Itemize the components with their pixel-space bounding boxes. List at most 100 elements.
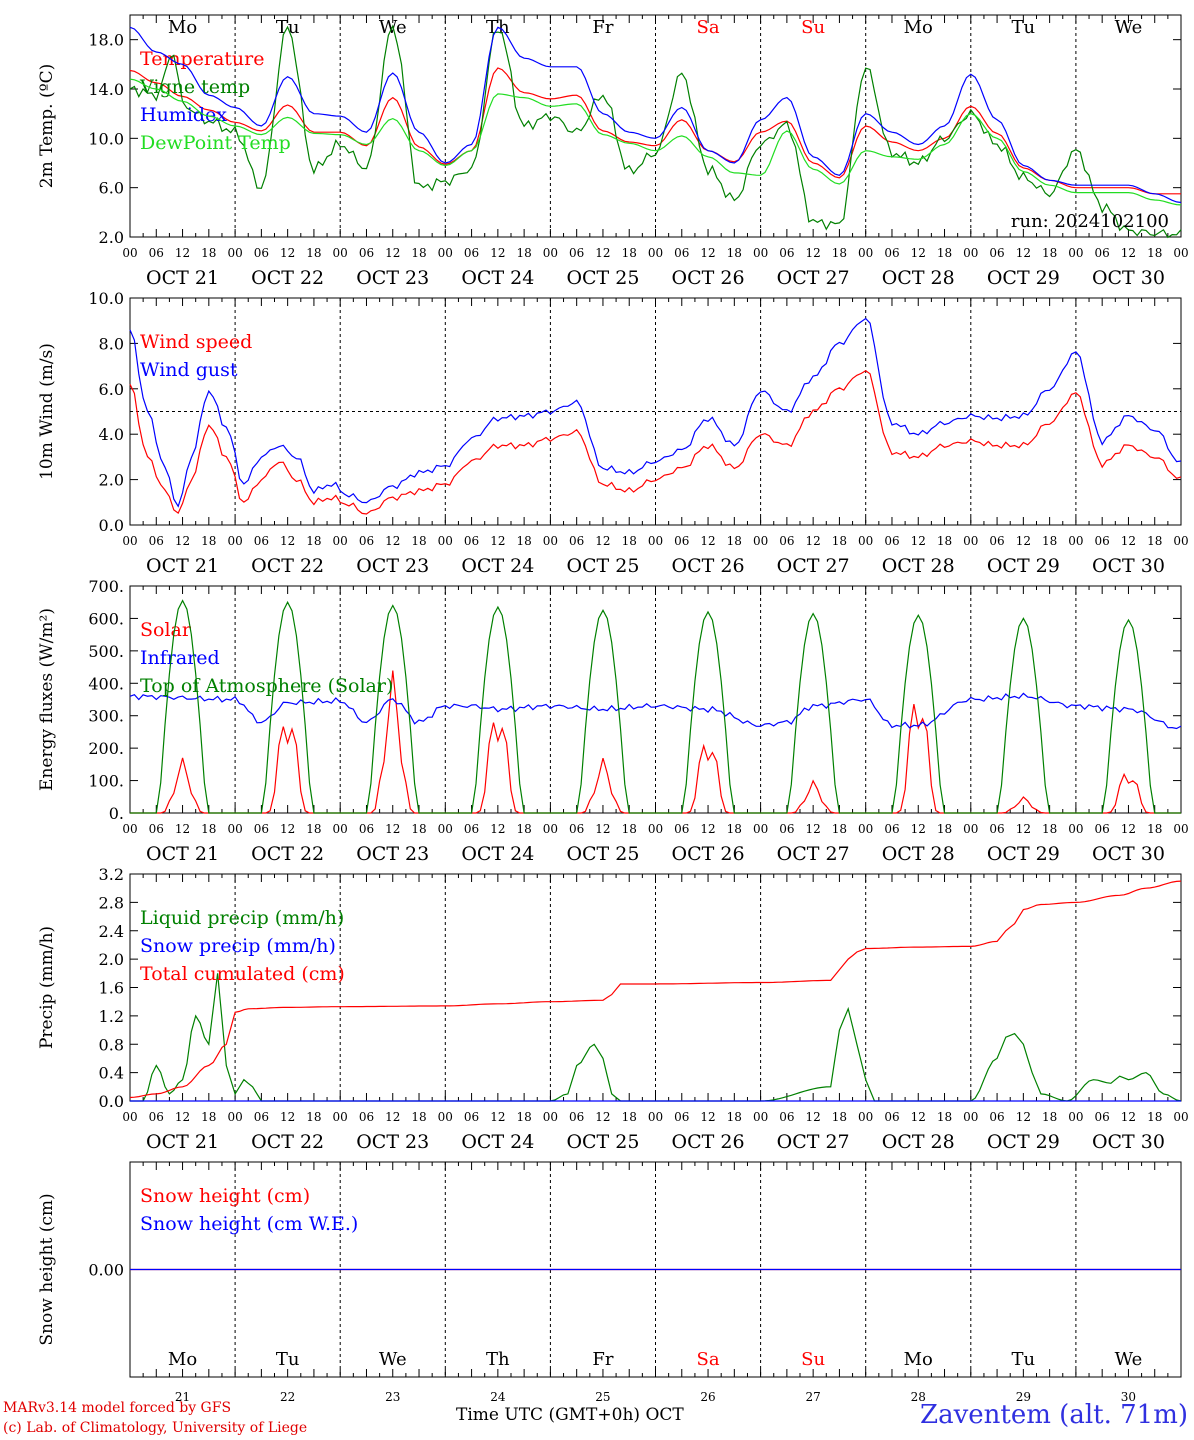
panel-1-y-tick-label: 2.0 (99, 228, 124, 247)
panel-4-y-tick-label: 0.8 (99, 1035, 124, 1054)
panel-4-y-tick-label: 2.0 (99, 950, 124, 969)
panel-3-date-label: OCT 23 (356, 843, 429, 865)
panel-4-hour-label: 18 (201, 1110, 216, 1124)
panel-5-y-label: Snow height (cm) (37, 1193, 57, 1345)
panel-5-weekday-label: Tu (276, 1349, 300, 1370)
panel-2-hour-label: 00 (858, 534, 873, 548)
panel-4-hour-label: 18 (411, 1110, 426, 1124)
panel-4-date-label: OCT 26 (672, 1131, 745, 1153)
panel-4-y-tick-label: 1.6 (99, 979, 124, 998)
panel-2-hour-label: 12 (175, 534, 190, 548)
panel-1-y-tick-label: 6.0 (99, 179, 124, 198)
panel-4-hour-label: 18 (1042, 1110, 1057, 1124)
panel-4-hour-label: 06 (989, 1110, 1004, 1124)
panel-2-hour-label: 12 (1016, 534, 1031, 548)
panel-2-date-label: OCT 25 (566, 555, 639, 577)
panel-5-y-tick-label: 0.00 (88, 1261, 124, 1280)
panel-3-hour-label: 12 (806, 822, 821, 836)
panel-3-y-tick-label: 400. (88, 674, 124, 693)
panel-1-date-label: OCT 24 (461, 267, 534, 289)
panel-3-date-label: OCT 24 (461, 843, 534, 865)
panel-4-hour-label: 12 (175, 1110, 190, 1124)
panel-3-date-label: OCT 29 (987, 843, 1060, 865)
panel-3-hour-label: 18 (1147, 822, 1162, 836)
panel-2-hour-label: 12 (385, 534, 400, 548)
panel-2-hour-label: 06 (884, 534, 899, 548)
panel-4-series-total-cumulated-cm- (129, 880, 1182, 1099)
panel-1-y-tick-label: 14.0 (88, 80, 124, 99)
panel-3-hour-label: 06 (149, 822, 164, 836)
panel-3-hour-label: 18 (306, 822, 321, 836)
panel-5-weekday-label: We (379, 1349, 407, 1370)
panel-4-date-label: OCT 25 (566, 1131, 639, 1153)
panel-2-hour-label: 18 (832, 534, 847, 548)
day-number-label: 21 (175, 1390, 190, 1404)
panel-2-date-label: OCT 24 (461, 555, 534, 577)
panel-1-hour-label: 00 (1173, 246, 1188, 260)
panel-1-legend-2: Vigne temp (139, 76, 250, 98)
panel-3-date-label: OCT 26 (672, 843, 745, 865)
panel-4-hour-label: 00 (648, 1110, 663, 1124)
panel-2-hour-label: 18 (411, 534, 426, 548)
panel-4-hour-label: 06 (674, 1110, 689, 1124)
panel-1-hour-label: 00 (438, 246, 453, 260)
panel-2-hour-label: 00 (122, 534, 137, 548)
panel-2-hour-label: 18 (727, 534, 742, 548)
station-name: Zaventem (alt. 71m) (920, 1400, 1188, 1430)
panel-2-hour-label: 18 (201, 534, 216, 548)
panel-3-hour-label: 00 (438, 822, 453, 836)
panel-1-weekday-label: Sa (697, 17, 720, 38)
panel-3-hour-label: 00 (963, 822, 978, 836)
panel-4-hour-label: 00 (858, 1110, 873, 1124)
panel-4-y-tick-label: 0.4 (99, 1064, 124, 1083)
panel-1-hour-label: 12 (1121, 246, 1136, 260)
panel-3-series-top-of-atmosphere-solar- (130, 599, 1181, 814)
panel-2-hour-label: 18 (937, 534, 952, 548)
panel-4-y-tick-label: 2.8 (99, 893, 124, 912)
day-number-label: 26 (700, 1390, 715, 1404)
panel-4-y-label: Precip (mm/h) (37, 926, 57, 1049)
panel-3-hour-label: 12 (490, 822, 505, 836)
panel-1-series-dewpoint-temp (129, 78, 1182, 206)
panel-3-hour-label: 12 (700, 822, 715, 836)
panel-4-date-label: OCT 23 (356, 1131, 429, 1153)
panel-4-hour-label: 18 (937, 1110, 952, 1124)
day-number-label: 22 (280, 1390, 295, 1404)
panel-3-y-tick-label: 500. (88, 642, 124, 661)
panel-5-legend-2: Snow height (cm W.E.) (140, 1213, 358, 1235)
panel-1-date-label: OCT 25 (566, 267, 639, 289)
panel-2-y-tick-label: 10.0 (88, 289, 124, 308)
panel-1-date-label: OCT 23 (356, 267, 429, 289)
panel-2-hour-label: 06 (779, 534, 794, 548)
panel-3-hour-label: 06 (989, 822, 1004, 836)
panel-4-hour-label: 00 (963, 1110, 978, 1124)
panel-1-hour-label: 12 (806, 246, 821, 260)
day-number-label: 29 (1016, 1390, 1031, 1404)
panel-3-series-infrared (129, 692, 1182, 730)
panel-3-legend-2: Infrared (140, 647, 220, 669)
panel-1-hour-label: 18 (937, 246, 952, 260)
panel-1-hour-label: 12 (490, 246, 505, 260)
panel-2-hour-label: 00 (543, 534, 558, 548)
panel-1-hour-label: 06 (254, 246, 269, 260)
panel-1-hour-label: 18 (1147, 246, 1162, 260)
panel-3-hour-label: 12 (1016, 822, 1031, 836)
panel-3-hour-label: 00 (122, 822, 137, 836)
day-number-label: 25 (595, 1390, 610, 1404)
panel-1-hour-label: 18 (622, 246, 637, 260)
panel-5-weekday-label: Th (486, 1349, 510, 1370)
panel-2-hour-label: 00 (438, 534, 453, 548)
panel-5-legend-1: Snow height (cm) (140, 1185, 310, 1207)
panel-4-date-label: OCT 27 (777, 1131, 850, 1153)
panel-4-hour-label: 18 (622, 1110, 637, 1124)
panel-1-weekday-label: We (1115, 17, 1143, 38)
panel-2-hour-label: 06 (149, 534, 164, 548)
panel-1-hour-label: 06 (569, 246, 584, 260)
panel-3-hour-label: 00 (543, 822, 558, 836)
panel-4-y-tick-label: 3.2 (99, 865, 124, 884)
panel-1-date-label: OCT 30 (1092, 267, 1165, 289)
panel-3-hour-label: 12 (385, 822, 400, 836)
panel-1-hour-label: 18 (1042, 246, 1057, 260)
panel-4-legend-3: Total cumulated (cm) (140, 963, 345, 985)
panel-3-y-tick-label: 700. (88, 577, 124, 596)
